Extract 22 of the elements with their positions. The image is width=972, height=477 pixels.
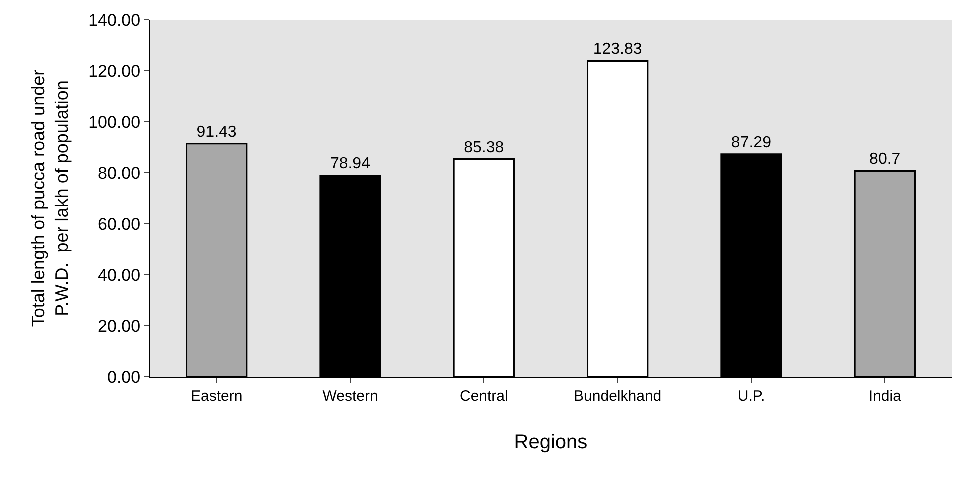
x-tick-label: Eastern xyxy=(190,388,243,405)
y-tick-label: 20.00 xyxy=(98,316,141,336)
x-axis-title: Regions xyxy=(514,432,588,454)
x-tick-label: Western xyxy=(322,388,378,405)
y-tick-label: 80.00 xyxy=(98,164,141,183)
data-label: 85.38 xyxy=(464,139,504,156)
data-label: 78.94 xyxy=(330,156,371,173)
x-tick-label: India xyxy=(868,388,902,405)
data-label: 80.7 xyxy=(870,151,901,168)
y-tick-label: 0.00 xyxy=(108,368,141,387)
data-label: 91.43 xyxy=(196,124,237,141)
y-tick-label: 120.00 xyxy=(88,62,141,81)
y-tick-label: 40.00 xyxy=(98,266,141,285)
x-tick-label: U.P. xyxy=(738,388,766,405)
data-label: 123.83 xyxy=(593,41,642,58)
x-tick-label: Bundelkhand xyxy=(574,388,662,405)
y-tick-label: 60.00 xyxy=(98,214,141,234)
y-axis-title: Total length of pucca road under P.W.D. per lakh of population xyxy=(28,70,72,328)
y-tick-label: 100.00 xyxy=(88,112,141,132)
y-tick-label: 140.00 xyxy=(88,10,141,30)
x-tick-label: Central xyxy=(460,388,508,405)
data-label: 87.29 xyxy=(731,134,772,152)
